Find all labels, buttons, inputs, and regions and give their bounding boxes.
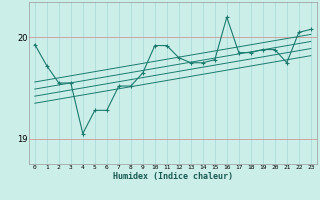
X-axis label: Humidex (Indice chaleur): Humidex (Indice chaleur) <box>113 172 233 181</box>
